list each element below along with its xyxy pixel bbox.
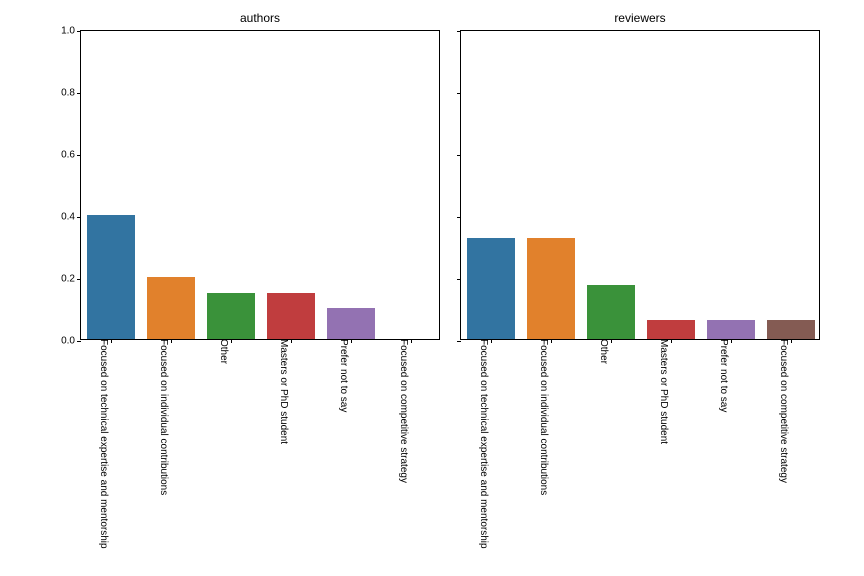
xtick-label: Focused on competitive strategy: [778, 339, 795, 483]
panel-title: authors: [81, 11, 439, 25]
ytick-label: 0.2: [61, 274, 81, 285]
ytick-label: 0.0: [61, 336, 81, 347]
xtick-label: Focused on individual contributions: [158, 339, 175, 495]
bar: [87, 215, 135, 339]
xtick-label: Prefer not to say: [718, 339, 735, 412]
figure: authors 0.0 0.2 0.4 0.6 0.8 1.0 Focused on tech…: [0, 0, 864, 576]
xtick-label: Other: [218, 339, 235, 364]
xtick-label: Focused on competitive strategy: [398, 339, 415, 483]
bar: [147, 277, 195, 339]
xtick-label: Prefer not to say: [338, 339, 355, 412]
ytick-mark: [457, 31, 461, 32]
ytick-label: 0.4: [61, 212, 81, 223]
ytick-mark: [457, 279, 461, 280]
ytick-label: 0.6: [61, 150, 81, 161]
bar: [587, 285, 635, 339]
ytick-mark: [457, 217, 461, 218]
xtick-label: Masters or PhD student: [278, 339, 295, 444]
xtick-label: Focused on technical expertise and mento…: [98, 339, 115, 549]
ytick-mark: [457, 93, 461, 94]
panel-title: reviewers: [461, 11, 819, 25]
bar: [267, 293, 315, 340]
bar: [527, 238, 575, 339]
xtick-label: Focused on individual contributions: [538, 339, 555, 495]
bar: [707, 320, 755, 339]
bar: [327, 308, 375, 339]
ytick-label: 1.0: [61, 26, 81, 37]
bar: [767, 320, 815, 339]
bar: [647, 320, 695, 339]
bar: [207, 293, 255, 340]
xtick-label: Masters or PhD student: [658, 339, 675, 444]
xtick-label: Other: [598, 339, 615, 364]
ytick-mark: [457, 155, 461, 156]
xtick-label: Focused on technical expertise and mento…: [478, 339, 495, 549]
ytick-label: 0.8: [61, 88, 81, 99]
plot-area-authors: authors0.00.20.40.60.81.0Focused on tech…: [80, 30, 440, 340]
ytick-mark: [457, 341, 461, 342]
bar: [467, 238, 515, 339]
plot-area-reviewers: reviewersFocused on technical expertise …: [460, 30, 820, 340]
